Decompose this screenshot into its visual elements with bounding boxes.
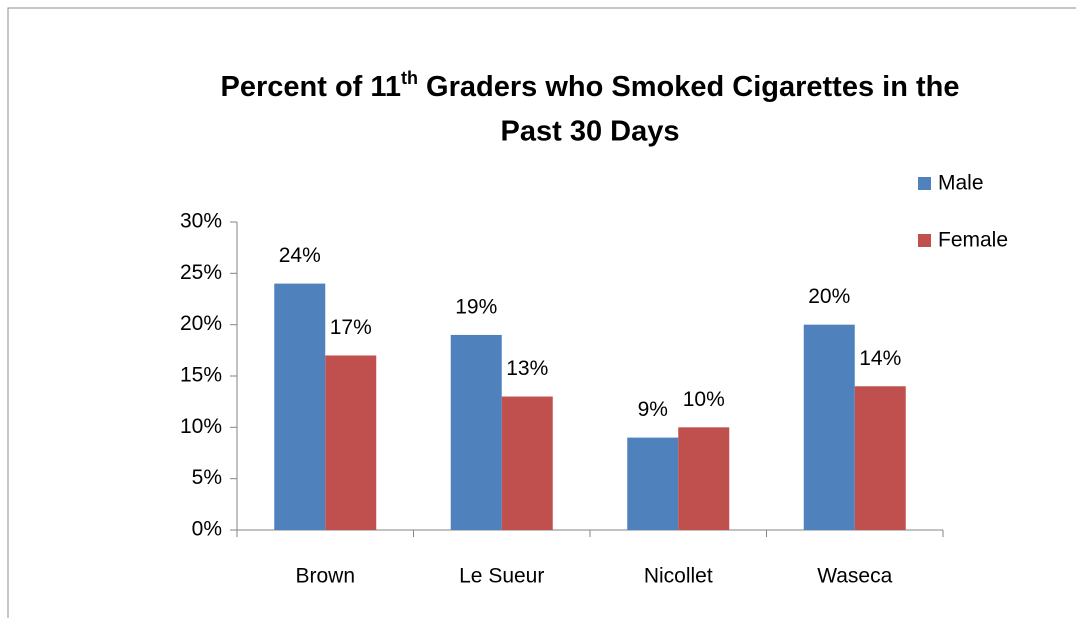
chart-title: Percent of 11th Graders who Smoked Cigare…: [221, 68, 960, 103]
x-tick-label: Le Sueur: [459, 565, 544, 588]
title-part: Percent of 11: [221, 71, 402, 103]
bar: [803, 324, 855, 530]
value-label: 24%: [279, 244, 321, 267]
bar: [501, 396, 553, 530]
x-tick-label: Waseca: [817, 565, 892, 588]
legend-swatch: [918, 177, 931, 190]
value-label: 17%: [330, 316, 372, 339]
y-tick-label: 25%: [180, 261, 222, 284]
y-tick-label: 10%: [180, 415, 222, 438]
x-tick-label: Brown: [295, 565, 355, 588]
title-part: Graders who Smoked Cigarettes in the: [426, 71, 959, 103]
value-label: 20%: [808, 285, 850, 308]
bar: [678, 427, 730, 530]
y-tick-label: 0%: [192, 518, 222, 541]
value-label: 9%: [638, 398, 668, 421]
y-tick-label: 30%: [180, 210, 222, 233]
value-label: 19%: [455, 295, 497, 318]
bar: [854, 386, 906, 530]
chart-title: Past 30 Days: [501, 116, 680, 148]
legend-swatch: [918, 234, 931, 247]
bar: [450, 334, 502, 530]
y-tick-label: 5%: [192, 466, 222, 489]
value-label: 14%: [859, 347, 901, 370]
value-label: 13%: [506, 357, 548, 380]
x-tick-label: Nicollet: [644, 565, 713, 588]
y-tick-label: 15%: [180, 364, 222, 387]
bar: [627, 437, 679, 530]
bar: [325, 355, 377, 530]
value-label: 10%: [683, 388, 725, 411]
y-tick-label: 20%: [180, 312, 222, 335]
legend-label: Male: [938, 172, 984, 195]
bar: [274, 283, 326, 530]
legend-label: Female: [938, 229, 1008, 252]
frame: [7, 7, 1076, 618]
title-superscript: th: [401, 68, 418, 88]
